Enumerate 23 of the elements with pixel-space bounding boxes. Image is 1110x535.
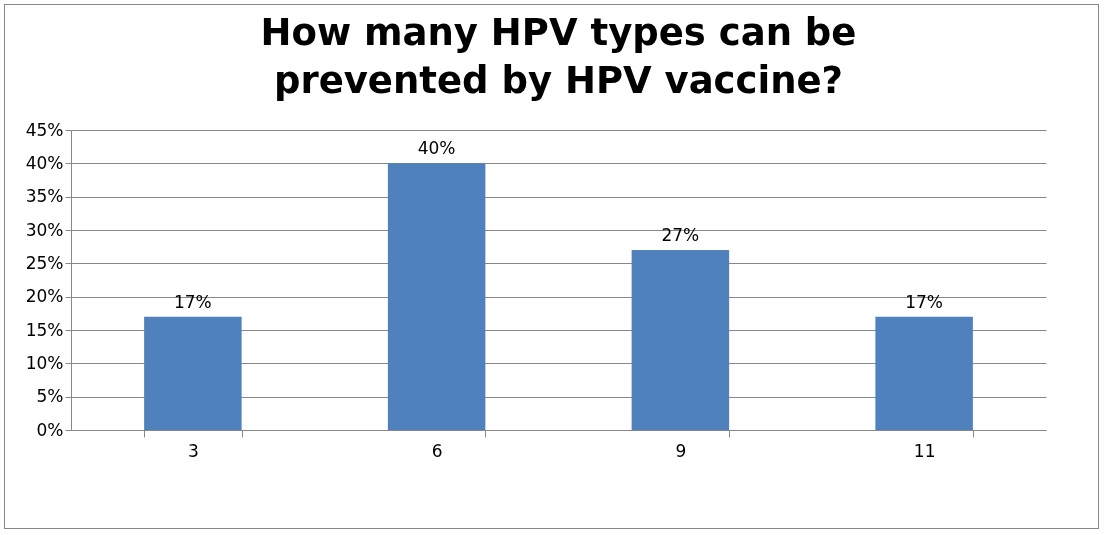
bar: [387, 163, 486, 430]
y-tick-label: 5%: [36, 386, 64, 407]
y-tick-label: 25%: [25, 252, 64, 273]
data-label: 17%: [173, 291, 212, 312]
y-tick-label: 40%: [25, 152, 64, 173]
y-tick-label: 45%: [25, 119, 64, 140]
x-tick-label: 11: [913, 440, 936, 461]
bar: [144, 316, 242, 430]
y-tick-label: 35%: [25, 186, 64, 207]
bar: [875, 316, 973, 430]
x-tick-label: 6: [431, 440, 443, 461]
bar: [631, 250, 730, 430]
y-tick-label: 0%: [36, 419, 64, 440]
data-label: 27%: [661, 225, 700, 245]
data-label: 17%: [905, 291, 944, 312]
x-tick-label: 3: [187, 440, 199, 461]
y-tick-label: 30%: [25, 219, 64, 240]
data-label: 40%: [417, 138, 456, 159]
y-tick-label: 10%: [25, 352, 64, 373]
x-tick-label: 9: [675, 440, 687, 461]
chart-title: How many HPV types can be prevented by HPV vaccine?: [260, 11, 857, 102]
y-tick-label: 20%: [25, 286, 64, 307]
y-tick-label: 15%: [25, 319, 64, 340]
